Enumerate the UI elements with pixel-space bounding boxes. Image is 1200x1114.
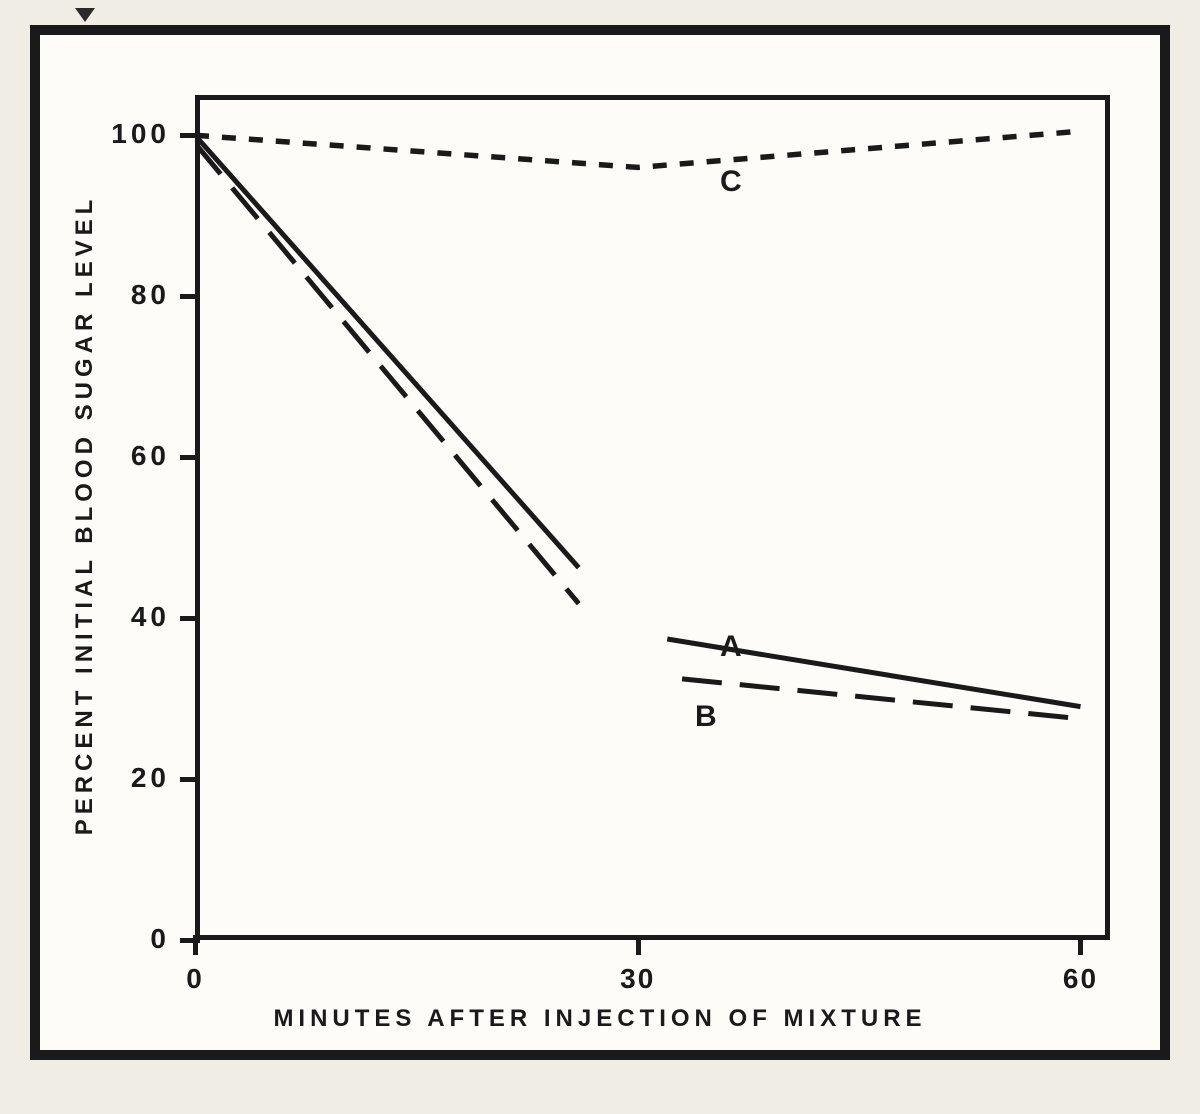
y-tick-label: 20 bbox=[100, 762, 170, 794]
series-line-C bbox=[195, 131, 1080, 167]
series-line-B bbox=[195, 143, 579, 603]
y-axis-title: PERCENT INITIAL BLOOD SUGAR LEVEL bbox=[71, 195, 99, 836]
y-tick-label: 40 bbox=[100, 601, 170, 633]
x-tick-label: 60 bbox=[1050, 963, 1110, 995]
series-label-A: A bbox=[720, 630, 742, 664]
series-label-B: B bbox=[695, 700, 717, 734]
y-tick-label: 0 bbox=[100, 923, 170, 955]
series-line-A bbox=[195, 135, 579, 567]
chart-lines-svg bbox=[195, 95, 1110, 940]
page-corner-mark bbox=[75, 8, 95, 22]
x-tick-label: 0 bbox=[165, 963, 225, 995]
x-axis-title: MINUTES AFTER INJECTION OF MIXTURE bbox=[40, 1005, 1160, 1033]
y-tick-label: 100 bbox=[100, 118, 170, 150]
y-tick-label: 80 bbox=[100, 279, 170, 311]
series-label-C: C bbox=[720, 165, 742, 199]
y-tick-label: 60 bbox=[100, 440, 170, 472]
x-tick-label: 30 bbox=[608, 963, 668, 995]
chart-frame: 0 20 40 60 80 100 0 30 60 PERCENT INITIAL BLOOD… bbox=[30, 25, 1170, 1060]
